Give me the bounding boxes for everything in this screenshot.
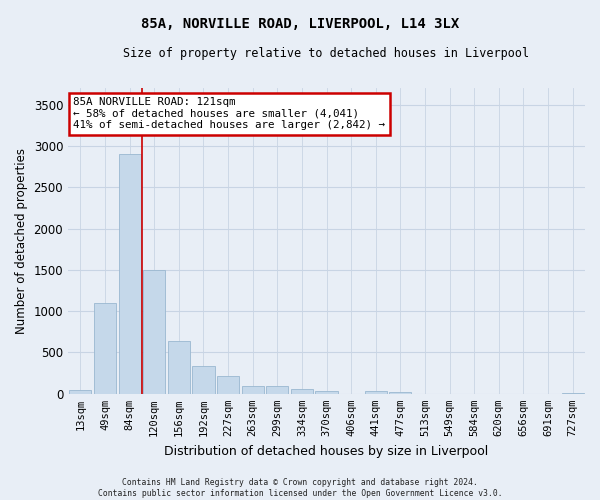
Bar [365,392,387,394]
Bar [242,386,264,394]
Bar [193,366,215,394]
Text: 85A, NORVILLE ROAD, LIVERPOOL, L14 3LX: 85A, NORVILLE ROAD, LIVERPOOL, L14 3LX [141,18,459,32]
Title: Size of property relative to detached houses in Liverpool: Size of property relative to detached ho… [124,48,530,60]
Bar [168,341,190,394]
Bar [69,390,91,394]
Bar [316,390,338,394]
Bar [562,392,584,394]
Bar [217,376,239,394]
Bar [266,386,289,394]
Bar [143,270,165,394]
Y-axis label: Number of detached properties: Number of detached properties [15,148,28,334]
X-axis label: Distribution of detached houses by size in Liverpool: Distribution of detached houses by size … [164,444,488,458]
Bar [119,154,140,394]
Text: Contains HM Land Registry data © Crown copyright and database right 2024.
Contai: Contains HM Land Registry data © Crown c… [98,478,502,498]
Bar [291,389,313,394]
Text: 85A NORVILLE ROAD: 121sqm
← 58% of detached houses are smaller (4,041)
41% of se: 85A NORVILLE ROAD: 121sqm ← 58% of detac… [73,97,385,130]
Bar [389,392,412,394]
Bar [94,303,116,394]
